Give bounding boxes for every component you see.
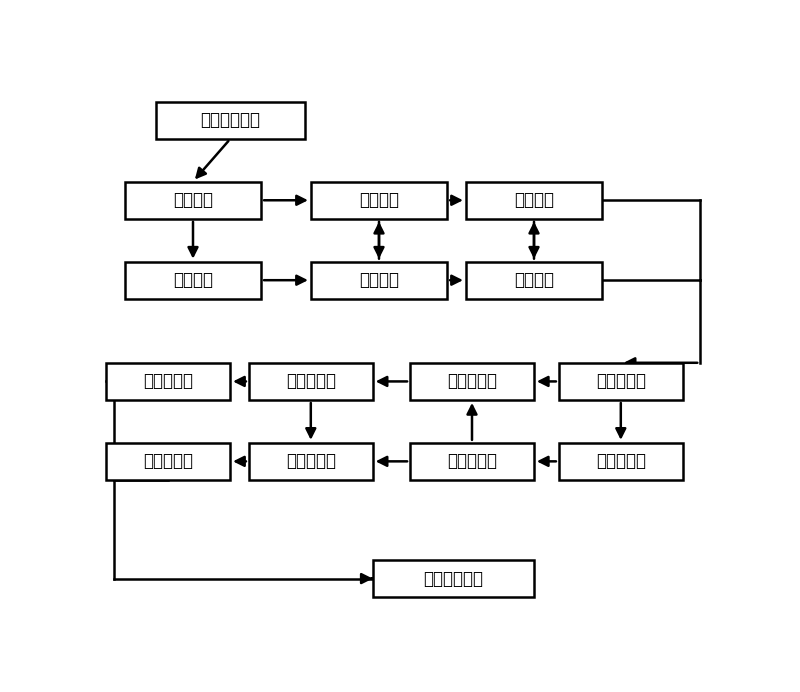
Text: 离子交换器: 离子交换器 (596, 372, 646, 390)
Text: 芒硝生产工序: 芒硝生产工序 (423, 570, 483, 588)
FancyBboxPatch shape (106, 443, 230, 480)
Text: 来自矿井原硝: 来自矿井原硝 (200, 111, 260, 129)
Text: 离子交换器: 离子交换器 (447, 372, 497, 390)
FancyBboxPatch shape (106, 363, 230, 400)
FancyBboxPatch shape (466, 262, 602, 299)
FancyBboxPatch shape (310, 181, 447, 219)
FancyBboxPatch shape (373, 560, 534, 597)
FancyBboxPatch shape (410, 443, 534, 480)
FancyBboxPatch shape (156, 102, 305, 139)
FancyBboxPatch shape (125, 181, 262, 219)
FancyBboxPatch shape (125, 262, 262, 299)
Text: 管道过滤: 管道过滤 (173, 271, 213, 289)
Text: 离子交换器: 离子交换器 (286, 372, 336, 390)
Text: 管道过滤: 管道过滤 (514, 271, 554, 289)
Text: 管道过滤: 管道过滤 (514, 191, 554, 209)
FancyBboxPatch shape (310, 262, 447, 299)
FancyBboxPatch shape (558, 363, 682, 400)
FancyBboxPatch shape (249, 443, 373, 480)
Text: 管道过滤: 管道过滤 (173, 191, 213, 209)
FancyBboxPatch shape (466, 181, 602, 219)
Text: 离子交换器: 离子交换器 (286, 453, 336, 471)
Text: 离子交换器: 离子交换器 (596, 453, 646, 471)
Text: 离子交换器: 离子交换器 (447, 453, 497, 471)
FancyBboxPatch shape (249, 363, 373, 400)
Text: 离子交换器: 离子交换器 (143, 372, 194, 390)
FancyBboxPatch shape (558, 443, 682, 480)
Text: 离子交换器: 离子交换器 (143, 453, 194, 471)
Text: 管道过滤: 管道过滤 (359, 191, 399, 209)
Text: 管道过滤: 管道过滤 (359, 271, 399, 289)
FancyBboxPatch shape (410, 363, 534, 400)
